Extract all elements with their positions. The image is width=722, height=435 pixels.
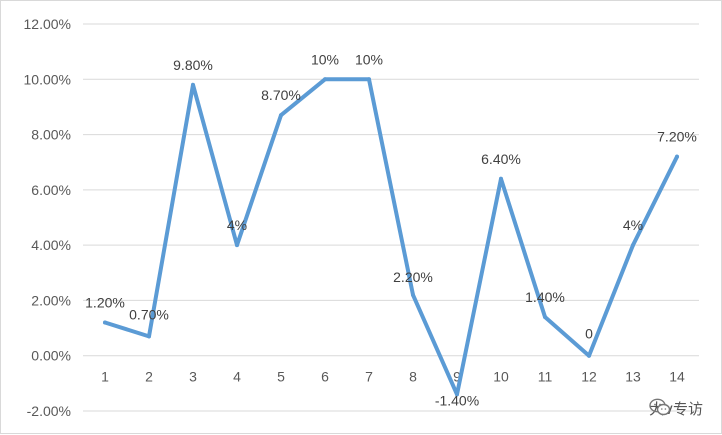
data-label: 7.20%	[657, 129, 697, 145]
data-label: 4%	[227, 217, 247, 233]
data-label: 1.20%	[85, 295, 125, 311]
y-tick-label: 2.00%	[31, 292, 71, 308]
data-point	[147, 334, 151, 339]
data-label: 10%	[311, 51, 339, 67]
data-point	[411, 292, 415, 297]
data-point	[499, 176, 503, 181]
watermark: 大v专访	[649, 398, 703, 419]
y-tick-label: -2.00%	[27, 403, 71, 419]
x-tick-label: 2	[145, 369, 153, 385]
data-label: 2.20%	[393, 269, 433, 285]
y-tick-label: 10.00%	[24, 71, 71, 87]
y-tick-label: 4.00%	[31, 237, 71, 253]
x-tick-label: 12	[581, 369, 597, 385]
x-tick-label: 4	[233, 369, 241, 385]
data-point	[103, 320, 107, 325]
data-point	[235, 243, 239, 248]
data-label: 10%	[355, 51, 383, 67]
data-label: -1.40%	[435, 392, 479, 408]
data-point	[631, 243, 635, 248]
x-tick-label: 1	[101, 369, 109, 385]
x-tick-label: 8	[409, 369, 417, 385]
x-tick-label: 6	[321, 369, 329, 385]
data-label: 1.40%	[525, 289, 565, 305]
data-point	[191, 82, 195, 87]
data-point	[323, 77, 327, 82]
data-label: 4%	[623, 217, 643, 233]
data-point	[279, 113, 283, 118]
x-tick-label: 3	[189, 369, 197, 385]
x-tick-label: 9	[453, 369, 461, 385]
x-tick-label: 14	[669, 369, 685, 385]
data-point	[367, 77, 371, 82]
wechat-icon	[649, 398, 671, 416]
x-tick-label: 10	[493, 369, 509, 385]
y-tick-label: 6.00%	[31, 182, 71, 198]
y-tick-label: 12.00%	[24, 16, 71, 32]
data-label: 9.80%	[173, 57, 213, 73]
data-label: 0.70%	[129, 306, 169, 322]
y-tick-label: 0.00%	[31, 348, 71, 364]
x-tick-label: 11	[538, 369, 553, 385]
x-tick-label: 7	[365, 369, 373, 385]
data-label: 8.70%	[261, 87, 301, 103]
data-point	[543, 315, 547, 320]
data-label: 0	[585, 326, 593, 342]
data-point	[587, 353, 591, 358]
data-point	[455, 392, 459, 397]
x-tick-label: 5	[277, 369, 285, 385]
x-tick-label: 13	[625, 369, 641, 385]
y-tick-label: 8.00%	[31, 127, 71, 143]
data-label: 6.40%	[481, 151, 521, 167]
series-line	[103, 77, 679, 397]
data-point	[675, 154, 679, 159]
